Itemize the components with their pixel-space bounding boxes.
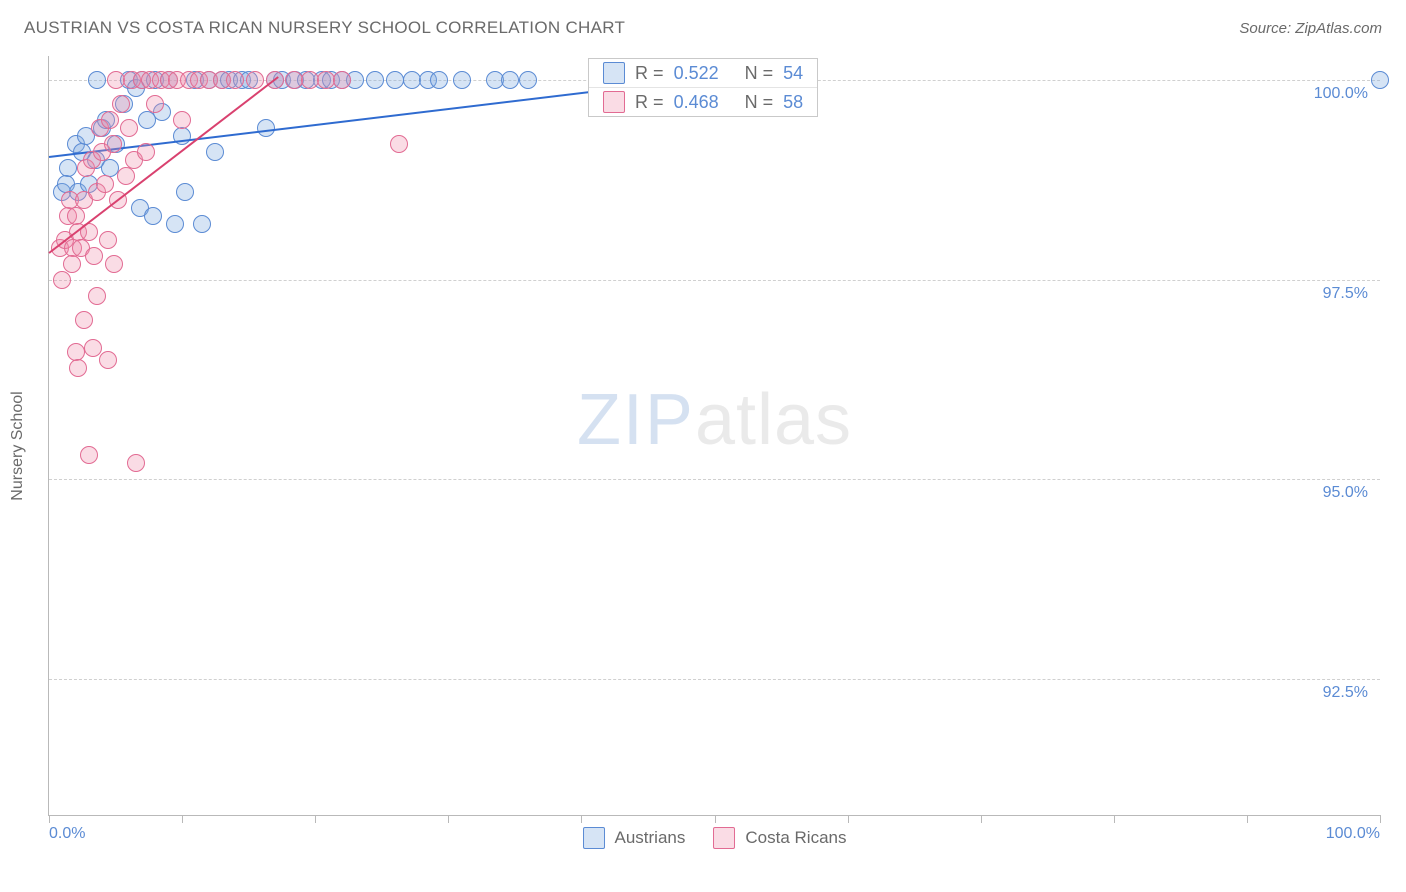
header: AUSTRIAN VS COSTA RICAN NURSERY SCHOOL C… [0, 0, 1406, 46]
data-point [519, 71, 537, 89]
data-point [99, 231, 117, 249]
data-point [1371, 71, 1389, 89]
legend-swatch [583, 827, 605, 849]
legend-swatch [713, 827, 735, 849]
stats-legend: R =0.522N =54R =0.468N =58 [588, 58, 818, 117]
x-tick [581, 815, 582, 823]
data-point [246, 71, 264, 89]
x-tick [315, 815, 316, 823]
data-point [53, 271, 71, 289]
y-tick-label: 92.5% [1323, 684, 1368, 702]
data-point [105, 255, 123, 273]
gridline [49, 280, 1380, 281]
data-point [166, 215, 184, 233]
y-tick-label: 100.0% [1314, 85, 1368, 103]
data-point [176, 183, 194, 201]
data-point [127, 454, 145, 472]
data-point [80, 446, 98, 464]
x-tick [49, 815, 50, 823]
data-point [104, 135, 122, 153]
data-point [501, 71, 519, 89]
data-point [137, 143, 155, 161]
data-point [99, 351, 117, 369]
data-point [366, 71, 384, 89]
data-point [206, 143, 224, 161]
legend-item: Costa Ricans [713, 827, 846, 849]
data-point [69, 359, 87, 377]
data-point [117, 167, 135, 185]
source-attribution: Source: ZipAtlas.com [1239, 20, 1382, 37]
legend-swatch [603, 62, 625, 84]
x-tick [182, 815, 183, 823]
data-point [112, 95, 130, 113]
gridline [49, 679, 1380, 680]
data-point [75, 311, 93, 329]
watermark: ZIPatlas [577, 379, 852, 461]
legend-item: Austrians [583, 827, 686, 849]
data-point [333, 71, 351, 89]
y-tick-label: 97.5% [1323, 285, 1368, 303]
data-point [386, 71, 404, 89]
x-tick [715, 815, 716, 823]
data-point [96, 175, 114, 193]
chart-plot-area: ZIPatlas 92.5%95.0%97.5%100.0%0.0%100.0%… [48, 56, 1380, 816]
x-tick [1247, 815, 1248, 823]
legend-swatch [603, 91, 625, 113]
data-point [453, 71, 471, 89]
x-tick-label: 100.0% [1326, 825, 1380, 843]
data-point [226, 71, 244, 89]
x-tick-label: 0.0% [49, 825, 85, 843]
x-tick [848, 815, 849, 823]
data-point [430, 71, 448, 89]
stats-legend-row: R =0.468N =58 [589, 88, 817, 116]
x-tick [448, 815, 449, 823]
data-point [101, 111, 119, 129]
data-point [120, 119, 138, 137]
stats-legend-row: R =0.522N =54 [589, 59, 817, 88]
data-point [88, 287, 106, 305]
x-tick [1114, 815, 1115, 823]
y-tick-label: 95.0% [1323, 484, 1368, 502]
data-point [146, 95, 164, 113]
data-point [85, 247, 103, 265]
data-point [144, 207, 162, 225]
series-legend: Austrians Costa Ricans [583, 827, 847, 849]
x-tick [981, 815, 982, 823]
data-point [193, 215, 211, 233]
data-point [88, 71, 106, 89]
y-axis-label: Nursery School [9, 391, 27, 500]
x-tick [1380, 815, 1381, 823]
data-point [390, 135, 408, 153]
data-point [173, 111, 191, 129]
gridline [49, 479, 1380, 480]
data-point [63, 255, 81, 273]
chart-title: AUSTRIAN VS COSTA RICAN NURSERY SCHOOL C… [24, 18, 625, 38]
data-point [257, 119, 275, 137]
